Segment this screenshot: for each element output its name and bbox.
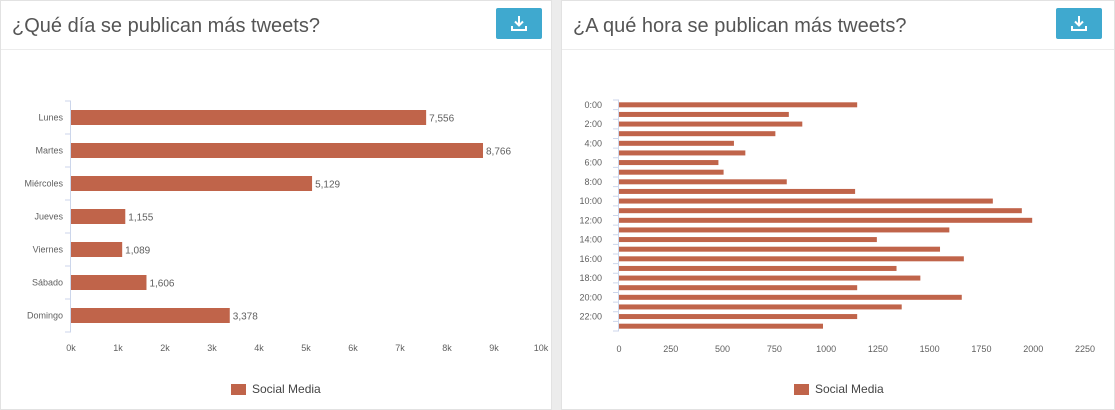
bar [71, 209, 126, 224]
bar [71, 275, 147, 290]
bar [619, 285, 858, 291]
category-label: 22:00 [579, 312, 602, 322]
bar [619, 179, 787, 185]
hour-bar-chart: 0:00 2:00 4:00 6:00 8:00 10:00 12:00 14:00 16:00… [579, 99, 1095, 354]
category-label: 2:00 [584, 119, 602, 129]
bar [619, 227, 950, 233]
panel-header: ¿Qué día se publican más tweets? [1, 1, 551, 50]
value-tick-label: 2k [160, 343, 170, 353]
category-label: Sábado [32, 278, 63, 288]
value-tick-label: 250 [663, 344, 678, 354]
bar [71, 176, 313, 191]
value-tick-label: 1750 [971, 344, 991, 354]
bar [619, 314, 858, 320]
value-tick-label: 7k [395, 343, 405, 353]
category-label: 4:00 [584, 138, 602, 148]
panel-title: ¿Qué día se publican más tweets? [12, 15, 320, 37]
bar [619, 237, 877, 243]
bar [619, 275, 921, 281]
legend-swatch [794, 383, 809, 395]
value-tick-label: 2250 [1075, 344, 1095, 354]
data-label: 8,766 [486, 147, 511, 158]
bar [619, 323, 824, 329]
legend-swatch [231, 383, 246, 395]
weekday-bar-chart: Lunes Martes Miércoles Jueves Viernes Sábado D… [24, 100, 549, 353]
bar [619, 198, 993, 204]
download-button[interactable] [496, 8, 542, 39]
value-tick-label: 4k [254, 343, 264, 353]
data-label: 3,378 [233, 312, 258, 323]
value-tick-label: 500 [715, 344, 730, 354]
value-tick-label: 2000 [1023, 344, 1043, 354]
legend-label: Social Media [815, 382, 884, 396]
bar [619, 150, 746, 156]
data-label: 1,089 [125, 246, 150, 257]
hour-chart-panel: ¿A qué hora se publican más tweets? 0:00… [561, 0, 1115, 410]
data-label: 5,129 [315, 180, 340, 191]
bar [619, 188, 856, 194]
bar [619, 294, 962, 300]
bar [619, 102, 858, 108]
data-label: 7,556 [429, 114, 454, 125]
bar [619, 217, 1033, 223]
legend-label: Social Media [252, 382, 321, 396]
download-icon [1071, 16, 1087, 31]
value-tick-label: 9k [489, 343, 499, 353]
bar [619, 265, 897, 271]
panel-title: ¿A qué hora se publican más tweets? [573, 15, 907, 37]
bar [619, 256, 964, 262]
bar [71, 242, 123, 257]
download-icon [511, 16, 527, 31]
download-button[interactable] [1056, 8, 1102, 39]
bar [619, 111, 789, 117]
category-label: 16:00 [579, 254, 602, 264]
category-label: Miércoles [24, 179, 63, 189]
value-tick-label: 5k [301, 343, 311, 353]
value-tick-label: 1000 [816, 344, 836, 354]
bar [71, 308, 230, 323]
value-tick-label: 10k [534, 343, 549, 353]
bar [619, 304, 902, 310]
category-label: Jueves [34, 212, 63, 222]
data-label: 1,155 [128, 213, 153, 224]
category-label: Martes [35, 146, 63, 156]
bar [619, 121, 803, 127]
value-tick-label: 750 [767, 344, 782, 354]
bar [619, 131, 776, 137]
panel-header: ¿A qué hora se publican más tweets? [562, 1, 1114, 50]
category-label: Lunes [38, 113, 63, 123]
chart-legend[interactable]: Social Media [794, 381, 884, 397]
value-tick-label: 1250 [868, 344, 888, 354]
category-label: 0:00 [584, 100, 602, 110]
data-label: 1,606 [149, 279, 174, 290]
bar [619, 140, 734, 146]
category-label: 10:00 [579, 196, 602, 206]
value-tick-label: 1500 [920, 344, 940, 354]
value-tick-label: 8k [442, 343, 452, 353]
bar [71, 110, 427, 125]
value-tick-label: 3k [207, 343, 217, 353]
bar [619, 160, 719, 166]
value-tick-label: 0k [66, 343, 76, 353]
category-label: Viernes [33, 245, 64, 255]
weekday-chart-panel: ¿Qué día se publican más tweets? Lunes Ma… [0, 0, 552, 410]
value-tick-label: 0 [616, 344, 621, 354]
chart-legend[interactable]: Social Media [231, 381, 321, 397]
bar [619, 208, 1022, 214]
category-label: 12:00 [579, 215, 602, 225]
bar [619, 169, 724, 175]
value-tick-label: 1k [113, 343, 123, 353]
bar [71, 143, 484, 158]
category-label: Domingo [27, 311, 63, 321]
category-label: 6:00 [584, 158, 602, 168]
bar [619, 246, 941, 252]
category-label: 18:00 [579, 273, 602, 283]
value-tick-label: 6k [348, 343, 358, 353]
category-label: 8:00 [584, 177, 602, 187]
category-label: 20:00 [579, 292, 602, 302]
category-label: 14:00 [579, 235, 602, 245]
